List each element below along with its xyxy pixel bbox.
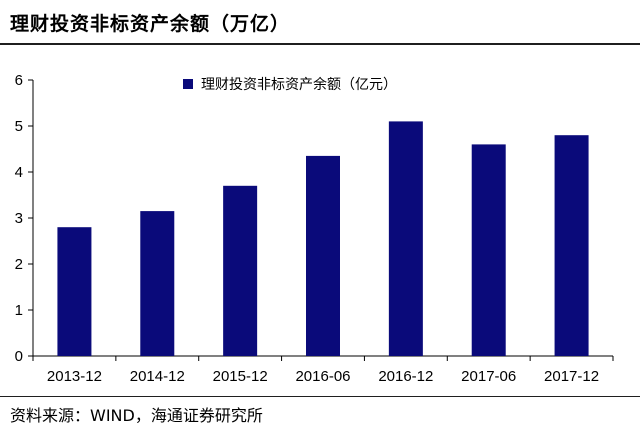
x-tick-label: 2013-12 [47,368,102,385]
legend-swatch [183,79,193,89]
footer-divider [0,396,640,397]
bar [388,121,423,357]
x-tick-label: 2017-12 [544,368,599,385]
x-tick-label: 2014-12 [130,368,185,385]
y-tick-label: 0 [15,348,23,365]
y-tick-label: 4 [15,164,23,181]
bar [554,135,589,356]
bar [57,227,92,356]
y-tick-label: 2 [15,256,23,273]
y-tick-label: 1 [15,302,23,319]
bar [140,211,175,356]
bar [306,155,340,356]
bar [471,144,506,356]
legend-label: 理财投资非标资产余额（亿元） [201,76,397,93]
source-note: 资料来源：WIND，海通证券研究所 [10,406,263,425]
x-tick-label: 2015-12 [213,368,268,385]
x-tick-label: 2016-06 [295,368,350,385]
bar-chart: 0 1 2 3 4 5 6 2013-12 2014-12 2015-12 2016-06 2016-… [15,72,614,385]
y-tick-label: 5 [15,118,23,135]
y-tick-label: 6 [15,72,23,89]
page-title: 理财投资非标资产余额（万亿） [10,13,291,35]
y-tick-label: 3 [15,210,23,227]
x-tick-label: 2017-06 [461,368,516,385]
bar [223,185,258,356]
title-divider [0,43,640,45]
x-tick-label: 2016-12 [378,368,433,385]
